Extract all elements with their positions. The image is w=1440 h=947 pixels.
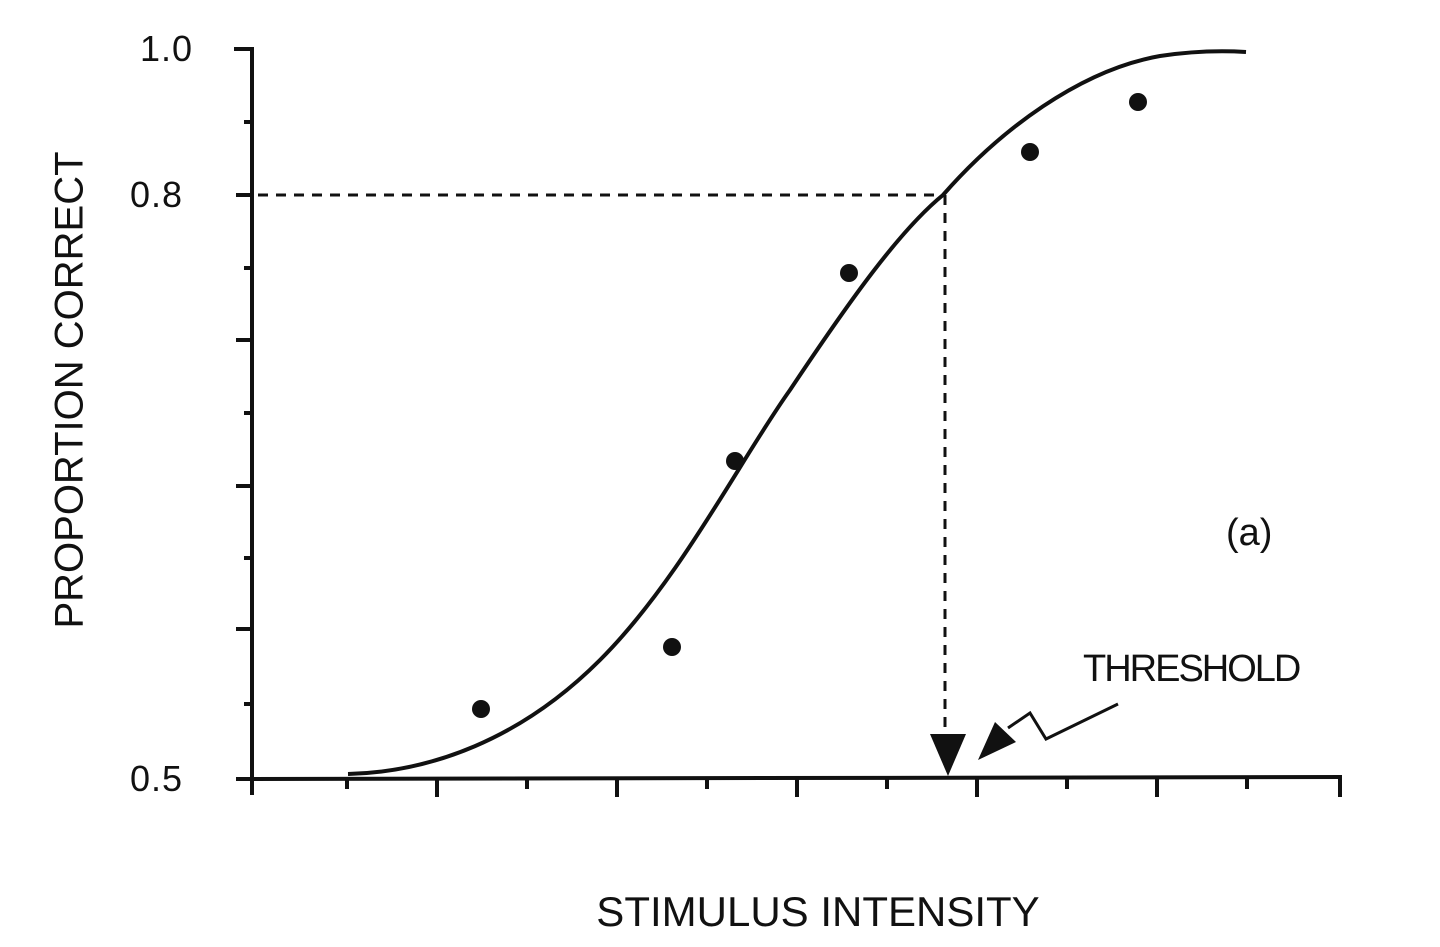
data-points [472,93,1147,718]
x-axis [239,775,1343,781]
y-tick-label-0-5: 0.5 [130,758,184,799]
x-ticks [345,777,1342,797]
threshold-pointer-arrow-icon [978,722,1016,760]
data-point [1129,93,1147,111]
x-axis-label: STIMULUS INTENSITY [596,888,1040,935]
data-point [472,700,490,718]
psychometric-curve [347,49,1247,776]
data-point [726,452,744,470]
y-axis-label: PROPORTION CORRECT [47,151,92,629]
data-point [840,264,858,282]
data-point [1021,143,1039,161]
y-tick-label-0-8: 0.8 [130,174,184,215]
threshold-pointer-line [1007,702,1119,741]
y-tick-label-1-0: 1.0 [140,28,194,69]
y-ticks [236,120,252,781]
threshold-annotation: THRESHOLD [1083,648,1301,690]
panel-label: (a) [1226,512,1273,554]
threshold-arrowhead-icon [930,734,966,776]
data-point [663,638,681,656]
